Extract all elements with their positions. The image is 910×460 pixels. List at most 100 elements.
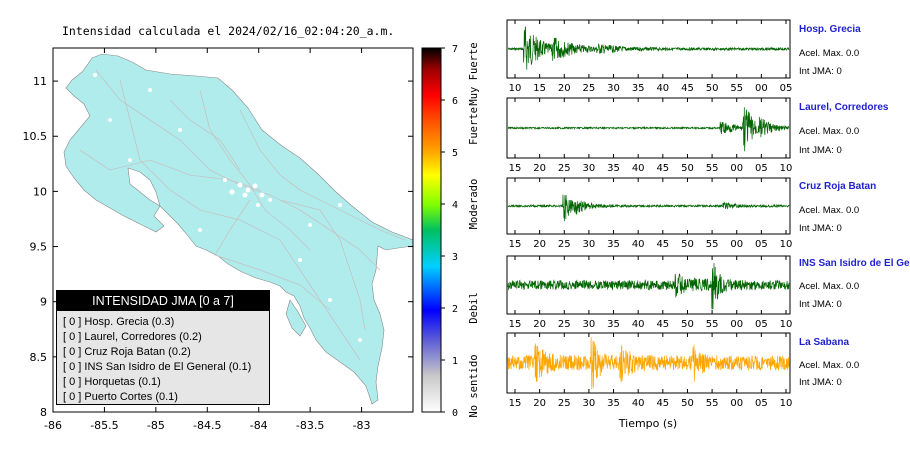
colorbar-category: Fuerte (468, 107, 480, 145)
costa-rica-land (63, 53, 413, 405)
legend-row: [ 0 ] Cruz Roja Batan (0.2) (63, 346, 191, 358)
colorbar: 0 1 2 3 4 5 6 7 No sentido Debil Moderado Fuerte Mu… (421, 42, 480, 419)
time-tick-label: 50 (706, 83, 719, 94)
station-jma: Int JMA: 0 (799, 299, 842, 310)
station-jma: Int JMA: 0 (799, 223, 842, 234)
colorbar-tick-label: 4 (452, 200, 458, 211)
time-tick-label: 55 (706, 398, 719, 409)
y-tick-label: 10 (33, 185, 47, 198)
nicoya-gulf (127, 167, 161, 207)
waveform-panel: 15 20 25 30 35 40 45 50 55 00 05 10 (506, 255, 793, 330)
legend-row: [ 0 ] Hosp. Grecia (0.3) (63, 316, 175, 328)
waveform-panel: 15 20 25 30 35 40 45 50 55 00 05 10 (506, 97, 793, 174)
time-tick-label: 40 (632, 398, 645, 409)
colorbar-tick-label: 0 (452, 408, 458, 419)
time-tick-label: 20 (533, 163, 546, 174)
time-tick-label: 55 (706, 163, 719, 174)
time-tick-label: 20 (533, 398, 546, 409)
station-acel: Acel. Max. 0.0 (799, 205, 860, 216)
time-tick-label: 20 (533, 239, 546, 250)
station-name: La Sabana (799, 337, 850, 348)
time-tick-label: 35 (607, 319, 620, 330)
time-tick-label: 05 (755, 319, 768, 330)
legend-row: [ 0 ] INS San Isidro de El General (0.1) (63, 361, 252, 373)
time-tick-label: 40 (656, 83, 669, 94)
y-tick-label: 9.5 (30, 241, 48, 254)
station-acel: Acel. Max. 0.0 (799, 48, 860, 59)
x-tick-label: -84 (250, 419, 268, 432)
time-tick-label: 10 (780, 163, 793, 174)
time-tick-label: 30 (583, 319, 596, 330)
time-tick-label: 00 (730, 163, 743, 174)
time-tick-label: 00 (730, 239, 743, 250)
time-tick-label: 45 (656, 239, 669, 250)
time-tick-label: 25 (558, 239, 571, 250)
station-acel: Acel. Max. 0.0 (799, 281, 860, 292)
y-tick-label: 8 (40, 406, 47, 419)
time-tick-label: 15 (509, 319, 522, 330)
y-tick-label: 10.5 (23, 130, 48, 143)
time-tick-label: 35 (607, 398, 620, 409)
colorbar-tick-label: 7 (452, 44, 458, 55)
time-tick-label: 05 (780, 83, 793, 94)
waveform-trace (507, 262, 790, 310)
time-tick-label: 10 (780, 319, 793, 330)
time-tick-label: 00 (730, 319, 743, 330)
station-jma: Int JMA: 0 (799, 377, 842, 388)
legend-title: INTENSIDAD JMA [0 a 7] (57, 291, 269, 311)
map-title: Intensidad calculada el 2024/02/16_02:04… (62, 24, 395, 38)
time-tick-label: 50 (681, 398, 694, 409)
station-jma: Int JMA: 0 (799, 145, 842, 156)
waveform-trace (507, 26, 790, 70)
colorbar-tick-label: 5 (452, 148, 458, 159)
station-name: Hosp. Grecia (799, 24, 861, 35)
x-tick-label: -83.5 (296, 419, 324, 432)
map-x-ticks: -86 -85.5 -85 -84.5 -84 -83.5 -83 (44, 48, 371, 432)
time-tick-label: 05 (755, 398, 768, 409)
time-tick-label: 00 (755, 83, 768, 94)
map-y-ticks: 8 8.5 9 9.5 10 10.5 11 (23, 75, 413, 419)
time-tick-label: 25 (583, 83, 596, 94)
time-tick-label: 50 (681, 239, 694, 250)
time-tick-label: 15 (509, 239, 522, 250)
station-name: Cruz Roja Batan (799, 181, 877, 192)
time-tick-label: 00 (730, 398, 743, 409)
x-tick-label: -84.5 (193, 419, 221, 432)
time-tick-label: 30 (583, 163, 596, 174)
legend-row: [ 0 ] Horquetas (0.1) (63, 376, 161, 388)
legend-row: [ 0 ] Puerto Cortes (0.1) (63, 391, 178, 403)
station-acel: Acel. Max. 0.0 (799, 126, 860, 137)
time-tick-label: 05 (755, 163, 768, 174)
colorbar-category: Muy Fuerte (468, 42, 480, 105)
station-name: Laurel, Corredores (799, 102, 889, 113)
osa-peninsula (285, 299, 307, 337)
time-tick-label: 55 (706, 319, 719, 330)
y-tick-label: 8.5 (30, 351, 48, 364)
legend-box: INTENSIDAD JMA [0 a 7] [ 0 ] Hosp. Greci… (56, 290, 270, 405)
towns (93, 73, 382, 342)
time-tick-label: 15 (533, 83, 546, 94)
station-name: INS San Isidro de El Ge (799, 258, 910, 269)
colorbar-categories: No sentido Debil Moderado Fuerte Muy Fuerte (468, 42, 480, 417)
time-tick-label: 30 (607, 83, 620, 94)
time-tick-label: 45 (656, 319, 669, 330)
time-tick-label: 35 (607, 163, 620, 174)
time-tick-label: 15 (509, 398, 522, 409)
time-tick-label: 15 (509, 163, 522, 174)
station-jma: Int JMA: 0 (799, 66, 842, 77)
time-axis-label: Tiempo (s) (618, 417, 677, 430)
x-tick-label: -83 (353, 419, 371, 432)
waveform-panels: 10 15 20 25 30 35 40 45 50 55 00 05 15 20 25 30 35 40 45 50… (506, 19, 793, 409)
x-tick-label: -85 (147, 419, 165, 432)
waveform-panel: 15 20 25 30 35 40 45 50 55 00 05 10 (506, 332, 792, 409)
time-tick-label: 40 (632, 319, 645, 330)
time-tick-label: 40 (632, 239, 645, 250)
y-tick-label: 9 (40, 296, 47, 309)
colorbar-category: No sentido (468, 354, 480, 417)
time-tick-label: 50 (681, 163, 694, 174)
legend-row: [ 0 ] Laurel, Corredores (0.2) (63, 331, 202, 343)
time-tick-label: 25 (558, 398, 571, 409)
waveform-trace (507, 337, 790, 390)
colorbar-category: Debil (468, 292, 480, 324)
